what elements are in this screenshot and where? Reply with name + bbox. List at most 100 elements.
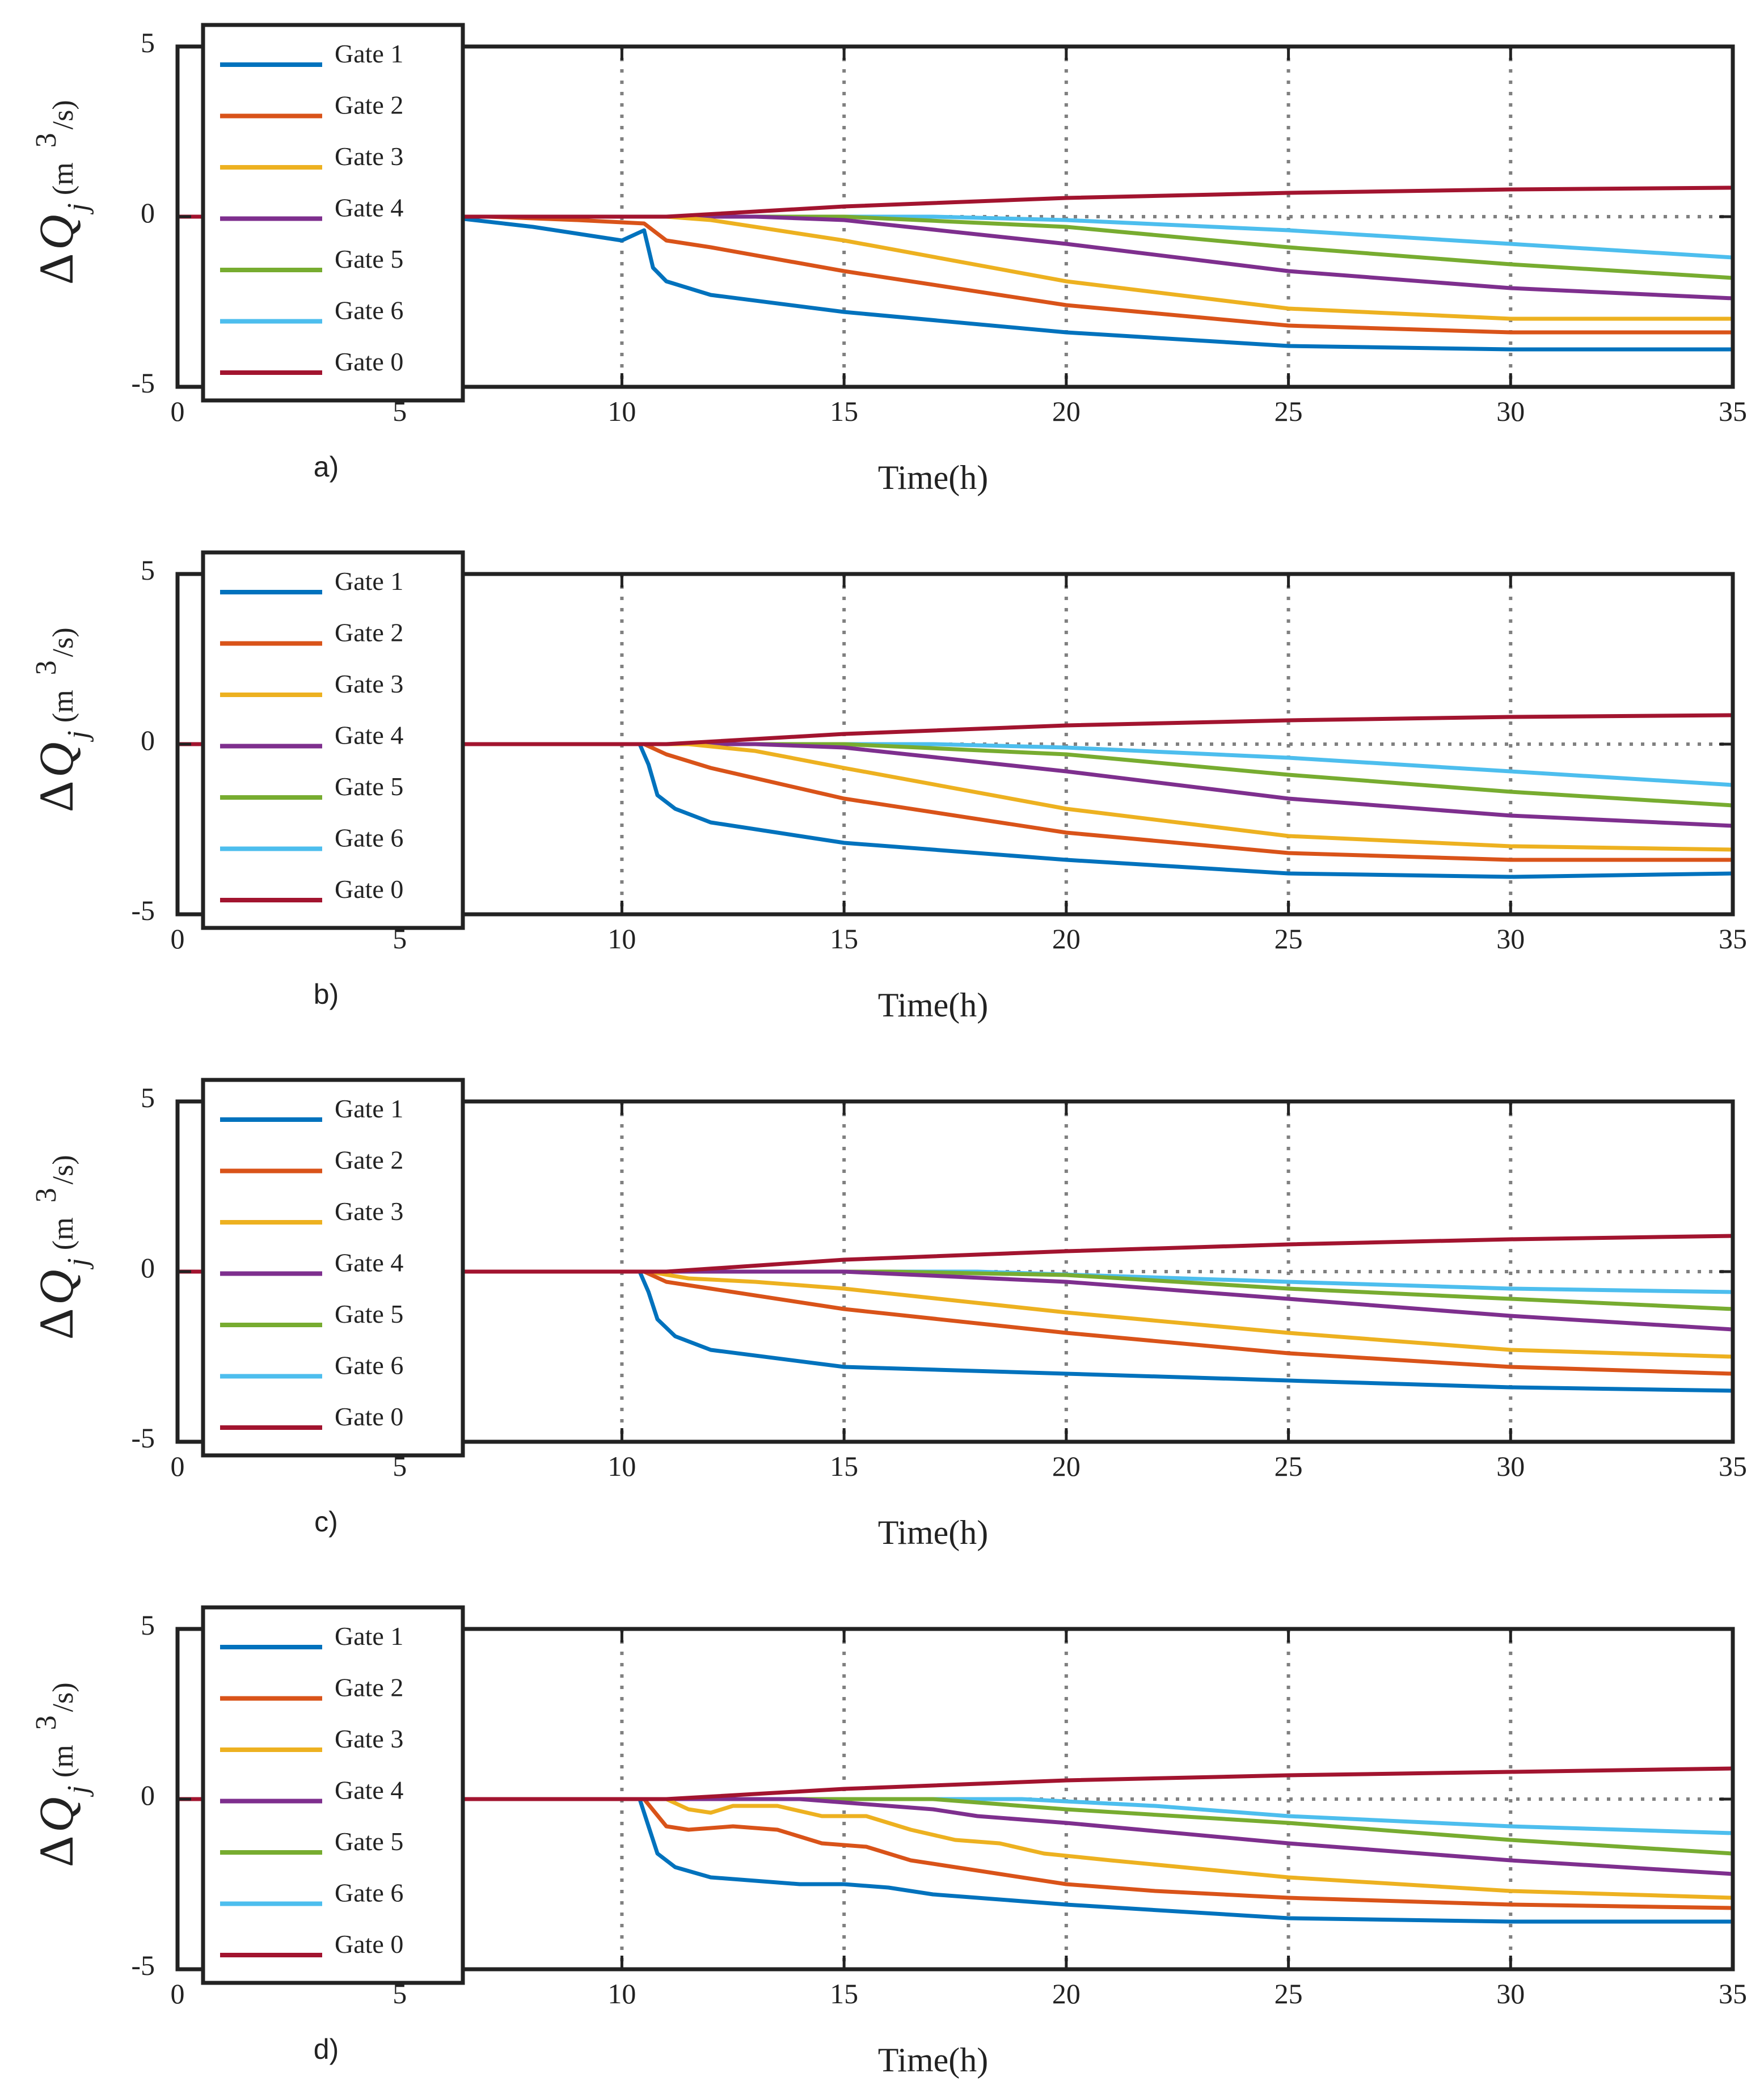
panel-label: a) (314, 451, 339, 483)
series-line-gate-0 (178, 1234, 1733, 1274)
y-tick-label: 0 (141, 1252, 155, 1284)
series-line-gate-4 (178, 742, 1733, 828)
x-tick-label: 20 (1052, 1978, 1081, 2010)
series-line-gate-1 (178, 1269, 1733, 1393)
legend-label-gate-2: Gate 2 (335, 618, 403, 647)
x-tick-label: 0 (171, 1978, 185, 2010)
legend-label-gate-6: Gate 6 (335, 296, 403, 325)
x-axis-title: Time(h) (878, 1514, 988, 1551)
series-group (178, 713, 1733, 879)
x-tick-label: 20 (1052, 923, 1081, 955)
legend-label-gate-6: Gate 6 (335, 1879, 403, 1907)
legend-label-gate-4: Gate 4 (335, 193, 403, 222)
x-axis-title: Time(h) (878, 2041, 988, 2079)
series-line-gate-2 (178, 1797, 1733, 1910)
legend: Gate 1 Gate 2 Gate 3 Gate 4 Gate 5 Gate 6 Gate… (201, 550, 465, 930)
y-tick-label: 5 (141, 27, 155, 58)
series-line-gate-0 (178, 1766, 1733, 1801)
series-line-gate-3 (178, 1797, 1733, 1900)
series-line-gate-1 (178, 742, 1733, 879)
legend-label-gate-0: Gate 0 (335, 1402, 403, 1431)
y-tick-label: 0 (141, 724, 155, 756)
y-tick-label: -5 (131, 894, 155, 926)
x-tick-label: 25 (1275, 1978, 1303, 2010)
y-axis-label: ΔQj(m3/s) (29, 1682, 94, 1867)
x-tick-label: 35 (1719, 395, 1747, 427)
legend-box (201, 1605, 465, 1985)
legend-label-gate-5: Gate 5 (335, 772, 403, 801)
y-tick-label: -5 (131, 1422, 155, 1454)
legend-box (201, 550, 465, 930)
x-tick-label: 15 (830, 395, 858, 427)
x-axis-title: Time(h) (878, 986, 988, 1024)
x-tick-label: 30 (1496, 923, 1525, 955)
legend-label-gate-1: Gate 1 (335, 1622, 403, 1650)
legend: Gate 1 Gate 2 Gate 3 Gate 4 Gate 5 Gate 6 Gate… (201, 1605, 465, 1985)
legend-label-gate-5: Gate 5 (335, 1299, 403, 1328)
legend-box (201, 1078, 465, 1458)
legend-label-gate-1: Gate 1 (335, 39, 403, 68)
legend-label-gate-3: Gate 3 (335, 669, 403, 698)
series-line-gate-1 (178, 1797, 1733, 1924)
legend-label-gate-0: Gate 0 (335, 875, 403, 904)
series-group (178, 1234, 1733, 1393)
panel-label: c) (314, 1506, 338, 1538)
x-tick-label: 25 (1275, 1450, 1303, 1482)
y-tick-label: -5 (131, 367, 155, 399)
series-line-gate-4 (178, 1269, 1733, 1332)
y-axis-label: ΔQj(m3/s) (29, 100, 94, 285)
x-tick-label: 30 (1496, 1450, 1525, 1482)
x-tick-label: 10 (607, 923, 636, 955)
y-axis-label: ΔQj(m3/s) (29, 627, 94, 812)
y-tick-label: 0 (141, 197, 155, 229)
legend-label-gate-4: Gate 4 (335, 1248, 403, 1277)
series-group (178, 1766, 1733, 1924)
legend-label-gate-3: Gate 3 (335, 142, 403, 171)
legend-label-gate-4: Gate 4 (335, 1776, 403, 1805)
series-line-gate-2 (178, 1269, 1733, 1376)
x-tick-label: 35 (1719, 1450, 1747, 1482)
series-line-gate-2 (178, 742, 1733, 862)
legend-label-gate-6: Gate 6 (335, 1351, 403, 1380)
legend-box (201, 23, 465, 403)
x-tick-label: 15 (830, 923, 858, 955)
series-line-gate-4 (178, 1797, 1733, 1876)
legend-label-gate-5: Gate 5 (335, 1827, 403, 1856)
legend-label-gate-2: Gate 2 (335, 1146, 403, 1175)
x-tick-label: 0 (171, 395, 185, 427)
legend-label-gate-3: Gate 3 (335, 1724, 403, 1753)
x-tick-label: 20 (1052, 395, 1081, 427)
x-tick-label: 10 (607, 395, 636, 427)
x-tick-label: 15 (830, 1450, 858, 1482)
x-tick-label: 25 (1275, 395, 1303, 427)
x-tick-label: 0 (171, 923, 185, 955)
x-tick-label: 0 (171, 1450, 185, 1482)
series-line-gate-3 (178, 742, 1733, 852)
y-tick-label: 0 (141, 1779, 155, 1811)
x-tick-label: 15 (830, 1978, 858, 2010)
x-tick-label: 10 (607, 1450, 636, 1482)
series-line-gate-4 (178, 214, 1733, 301)
series-line-gate-0 (178, 713, 1733, 746)
legend-label-gate-6: Gate 6 (335, 824, 403, 852)
x-tick-label: 35 (1719, 923, 1747, 955)
legend-label-gate-3: Gate 3 (335, 1197, 403, 1226)
legend: Gate 1 Gate 2 Gate 3 Gate 4 Gate 5 Gate 6 Gate… (201, 1078, 465, 1458)
panel-label: b) (314, 978, 339, 1010)
y-tick-label: 5 (141, 1082, 155, 1113)
legend-label-gate-0: Gate 0 (335, 1930, 403, 1958)
x-axis-title: Time(h) (878, 459, 988, 496)
x-tick-label: 30 (1496, 395, 1525, 427)
series-group (178, 185, 1733, 352)
series-line-gate-1 (178, 214, 1733, 352)
y-tick-label: -5 (131, 1949, 155, 1981)
series-line-gate-2 (178, 214, 1733, 335)
x-tick-label: 30 (1496, 1978, 1525, 2010)
x-tick-label: 35 (1719, 1978, 1747, 2010)
y-tick-label: 5 (141, 1609, 155, 1641)
